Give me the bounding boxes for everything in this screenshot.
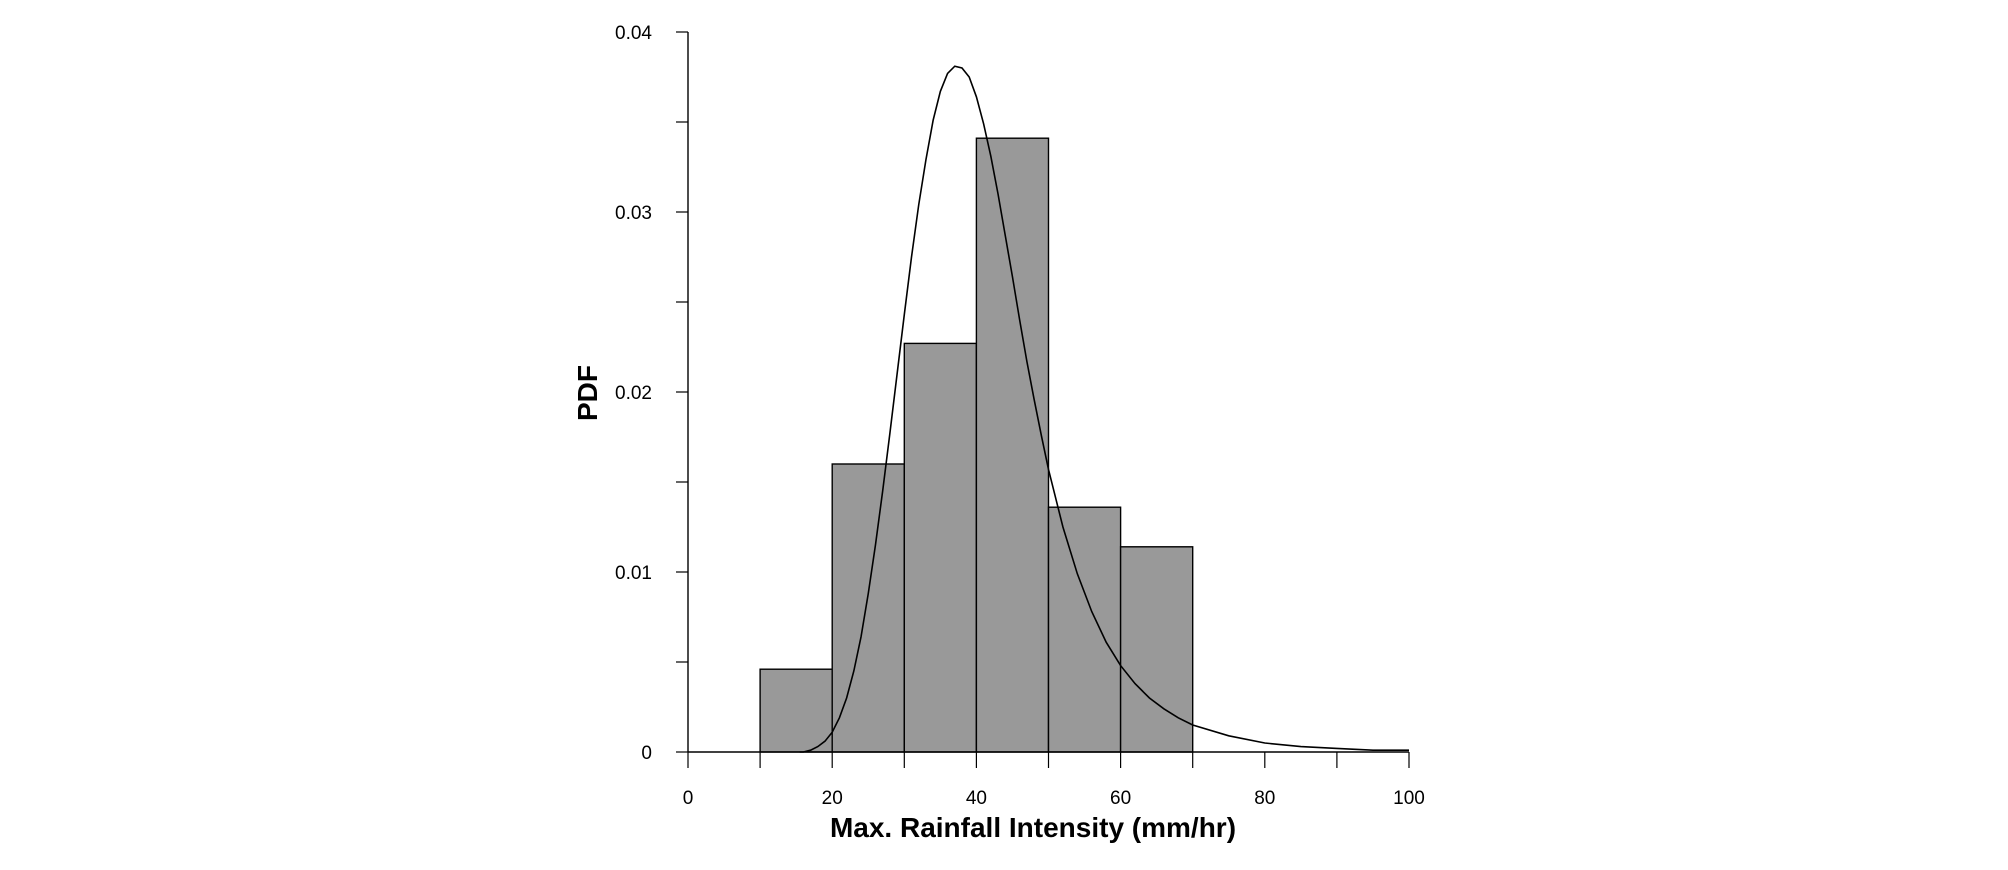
x-tick-label: 40 [966, 788, 987, 809]
histogram-bar-4 [975, 137, 1050, 753]
y-axis-title: PDF [572, 365, 603, 421]
x-tick-label: 60 [1110, 788, 1131, 809]
y-tick-label: 0.01 [615, 563, 652, 584]
x-axis-title: Max. Rainfall Intensity (mm/hr) [830, 812, 1236, 843]
histogram-bar-6 [1119, 546, 1194, 753]
fitted-pdf-curve [799, 65, 1409, 753]
axes: 0 20 40 60 80 100 0 0.01 0.02 0.03 0.04 [615, 23, 1425, 809]
fitted-curve-layer [799, 65, 1409, 753]
y-tick-label: 0 [641, 743, 652, 764]
x-tick-label: 0 [683, 788, 694, 809]
x-tick-label: 80 [1254, 788, 1275, 809]
y-tick-label: 0.02 [615, 383, 652, 404]
histogram-bar-1 [759, 668, 833, 753]
histogram-bar-3 [903, 342, 978, 753]
x-tick-label: 20 [822, 788, 843, 809]
histogram-bars [759, 137, 1194, 753]
y-tick-label: 0.04 [615, 23, 652, 44]
x-tick-label: 100 [1393, 788, 1425, 809]
y-tick-label: 0.03 [615, 203, 652, 224]
histogram-bar-5 [1047, 506, 1122, 753]
